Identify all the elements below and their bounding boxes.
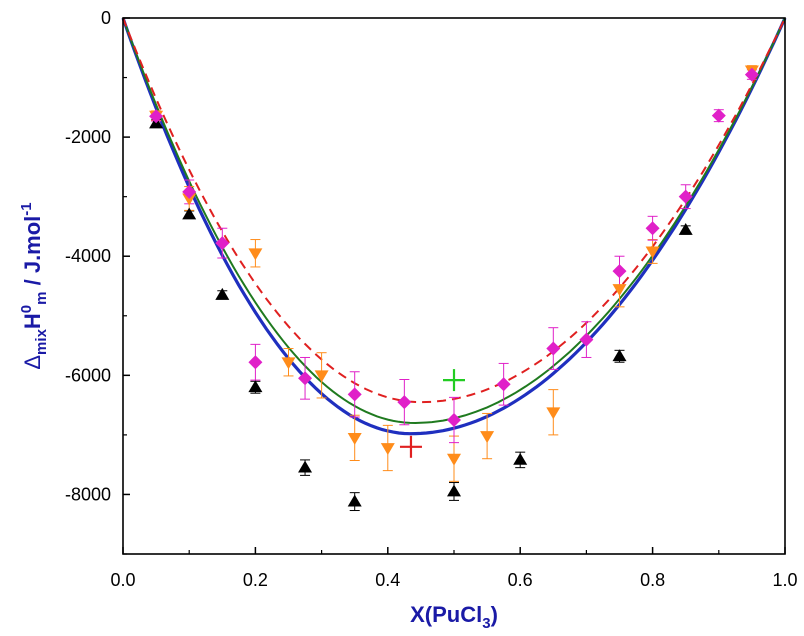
diamond-marker — [298, 371, 313, 386]
triangle-down-marker — [347, 432, 362, 445]
x-axis-title-close: ) — [491, 602, 498, 627]
y-axis-title-h: H — [20, 313, 45, 329]
y-axis-title-mix: mix — [33, 328, 50, 355]
triangle-up-marker — [678, 223, 693, 235]
x-axis-title-main: X(PuCl — [410, 602, 482, 627]
triangle-down-marker — [248, 248, 263, 261]
diamond-marker — [248, 355, 263, 370]
diamond-marker — [711, 108, 726, 123]
diamond-marker — [397, 395, 412, 410]
triangle-down-marker — [447, 453, 461, 466]
diamond-marker — [612, 264, 627, 279]
y-tick-label: -6000 — [65, 365, 111, 385]
y-axis-title-unit: / J.mol — [20, 216, 45, 292]
triangle-up-marker — [347, 494, 362, 507]
triangle-up-marker — [182, 207, 197, 220]
x-tick-label: 0.2 — [243, 570, 268, 590]
triangle-down-marker — [612, 284, 627, 296]
model-curve-1 — [122, 17, 786, 425]
x-tick-label: 0.4 — [375, 570, 400, 590]
triangle-up-marker — [215, 287, 230, 300]
triangle-down-marker — [182, 193, 197, 206]
triangle-up-marker — [447, 484, 461, 497]
axis-ticks: 0.0 0.2 0.4 0.6 0.8 1.0 0 -2000 -4000 -6000 -8000 — [65, 8, 798, 590]
x-tick-label: 1.0 — [772, 570, 797, 590]
x-tick-label: 0.6 — [508, 570, 533, 590]
triangle-up-marker — [248, 380, 263, 393]
triangle-down-marker — [546, 407, 561, 420]
triangle-down-marker — [314, 370, 329, 383]
triangle-up-marker — [513, 452, 528, 465]
y-axis-title-sup: 0 — [18, 305, 35, 313]
y-axis-title-exp: -1 — [18, 202, 35, 215]
diamond-marker — [149, 109, 164, 124]
diamond-marker — [215, 236, 230, 251]
x-axis-title: X(PuCl3) — [410, 602, 498, 632]
diamond-marker — [645, 221, 660, 236]
x-tick-label: 0.0 — [110, 570, 135, 590]
triangle-up-marker — [612, 349, 627, 362]
data-markers — [149, 65, 759, 507]
triangle-up-marker — [298, 460, 313, 473]
triangle-down-marker — [645, 246, 660, 259]
y-tick-label: -8000 — [65, 484, 111, 504]
x-axis-title-subscript: 3 — [482, 615, 490, 632]
diamond-marker — [546, 341, 561, 356]
y-tick-label: -2000 — [65, 127, 111, 147]
y-tick-label: -4000 — [65, 246, 111, 266]
diamond-marker — [678, 189, 693, 204]
triangle-down-marker — [380, 443, 395, 455]
diamond-marker — [447, 413, 461, 427]
diamond-marker — [496, 377, 511, 392]
diamond-marker — [182, 184, 197, 199]
y-tick-label: 0 — [101, 8, 111, 28]
diamond-marker — [579, 332, 594, 347]
triangle-down-marker — [480, 431, 495, 444]
x-tick-label: 0.8 — [640, 570, 665, 590]
y-axis-title-sub: m — [33, 292, 50, 305]
diamond-marker — [744, 67, 759, 82]
y-axis-title: ΔmixH0m / J.mol-1 — [18, 202, 50, 369]
diamond-marker — [347, 387, 362, 402]
triangle-down-marker — [281, 357, 296, 370]
y-axis-title-delta: Δ — [20, 355, 45, 370]
